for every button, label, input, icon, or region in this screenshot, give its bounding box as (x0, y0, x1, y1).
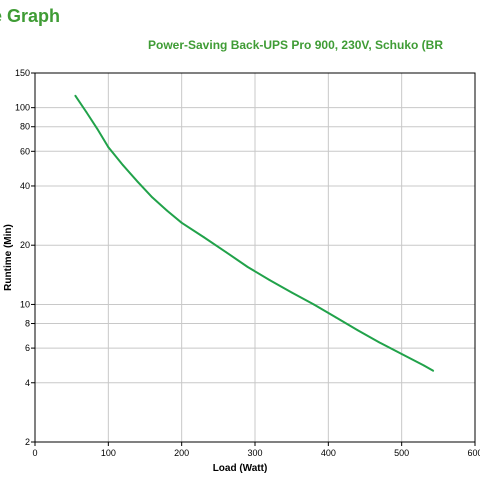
runtime-data-point (268, 279, 271, 281)
runtime-data-point (290, 291, 293, 294)
runtime-data-point (246, 266, 249, 268)
x-tick-label: 300 (247, 448, 262, 458)
series-layer (74, 94, 435, 372)
runtime-data-point (422, 364, 425, 367)
runtime-data-point (136, 180, 139, 183)
runtime-data-point (334, 316, 337, 319)
chart-title: Power-Saving Back-UPS Pro 900, 230V, Sch… (148, 38, 444, 52)
y-tick-label: 100 (15, 103, 30, 113)
x-axis-title: Load (Watt) (213, 463, 268, 474)
runtime-data-point (151, 196, 154, 199)
axis-ticks: 0 100 200 300 400 500 600 2 4 6 8 10 20 40 60 80 100 150 (15, 68, 480, 458)
x-tick-label: 0 (32, 448, 37, 458)
y-tick-label: 8 (25, 319, 30, 329)
runtime-data-point (312, 303, 315, 306)
runtime-data-point (85, 111, 88, 113)
runtime-data-point (96, 127, 99, 130)
runtime-series-line (74, 95, 434, 372)
runtime-data-point (166, 209, 168, 212)
y-tick-label: 20 (20, 240, 30, 250)
runtime-data-point (180, 221, 183, 224)
y-tick-label: 2 (25, 437, 30, 447)
x-tick-label: 100 (101, 448, 116, 458)
runtime-data-point (107, 146, 110, 149)
runtime-data-point (378, 341, 381, 344)
y-tick-label: 80 (20, 122, 30, 132)
y-tick-label: 10 (20, 299, 30, 309)
runtime-data-point (202, 236, 205, 238)
runtime-data-point (224, 250, 227, 253)
page-heading: e Graph (0, 6, 61, 26)
y-tick-label: 60 (20, 146, 30, 156)
y-tick-label: 40 (20, 181, 30, 191)
runtime-data-point (74, 94, 77, 97)
y-tick-label: 6 (25, 343, 30, 353)
x-tick-label: 200 (174, 448, 189, 458)
x-tick-label: 400 (321, 448, 336, 458)
runtime-data-point (400, 353, 403, 355)
plot-frame (34, 72, 476, 443)
runtime-data-point (122, 164, 124, 167)
runtime-data-point (432, 369, 435, 372)
grid-lines (35, 73, 475, 442)
y-tick-label: 150 (15, 68, 30, 78)
y-axis-title: Runtime (Min) (3, 224, 14, 291)
runtime-data-point (356, 329, 359, 332)
x-tick-label: 600 (467, 448, 480, 458)
y-tick-label: 4 (25, 378, 30, 388)
x-tick-label: 500 (394, 448, 409, 458)
